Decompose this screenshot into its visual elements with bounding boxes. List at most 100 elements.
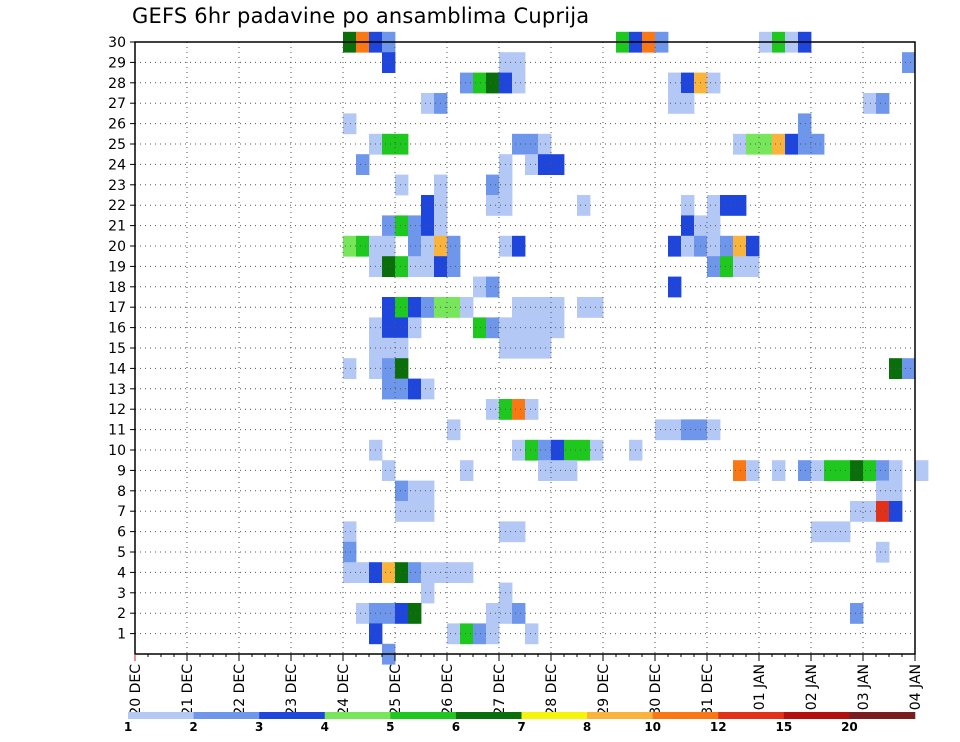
y-tick-label: 26	[108, 117, 126, 133]
heatmap-cell	[525, 154, 539, 175]
legend-swatch	[324, 712, 391, 719]
heatmap-cell	[512, 439, 526, 461]
heatmap-cell	[551, 154, 565, 175]
heatmap-cell	[460, 460, 474, 481]
heatmap-cell	[486, 317, 500, 339]
heatmap-cell	[421, 297, 435, 318]
y-tick-label: 25	[108, 137, 126, 153]
heatmap-cell	[733, 195, 747, 216]
heatmap-cell	[421, 235, 435, 257]
heatmap-cell	[746, 256, 760, 277]
legend-label: 4	[321, 720, 329, 734]
heatmap-cell	[772, 133, 786, 155]
heatmap-cell	[746, 460, 760, 481]
legend-label: 12	[710, 720, 727, 734]
y-tick-label: 4	[117, 565, 126, 581]
heatmap-cell	[408, 562, 422, 583]
heatmap-cell	[356, 235, 370, 257]
x-tick-label: 22 DEC	[232, 664, 248, 716]
heatmap-cell	[343, 358, 357, 379]
heatmap-cell	[447, 256, 461, 277]
heatmap-cell	[343, 562, 357, 583]
heatmap-cell	[707, 256, 721, 277]
heatmap-cell	[668, 93, 682, 114]
heatmap-cell	[382, 133, 396, 155]
heatmap-cell	[512, 297, 526, 318]
heatmap-cell	[486, 72, 500, 94]
heatmap-cell	[707, 72, 721, 94]
heatmap-cell	[408, 317, 422, 339]
heatmap-cell	[382, 52, 396, 73]
heatmap-cell	[421, 501, 435, 522]
y-tick-label: 30	[108, 35, 126, 51]
x-tick-label: 26 DEC	[440, 664, 456, 716]
x-tick-label: 24 DEC	[336, 664, 352, 716]
heatmap-cell	[798, 113, 812, 135]
y-tick-label: 8	[117, 484, 126, 500]
y-tick-label: 1	[117, 627, 126, 643]
heatmap-cell	[863, 93, 877, 114]
legend-label: 7	[517, 720, 525, 734]
heatmap-cell	[785, 133, 799, 155]
heatmap-cell	[421, 195, 435, 216]
heatmap-cell	[343, 521, 357, 543]
y-tick-label: 20	[108, 239, 126, 255]
heatmap-cell	[551, 317, 565, 339]
heatmap-cell	[512, 317, 526, 339]
heatmap-cell	[395, 358, 409, 379]
heatmap-cell	[681, 72, 695, 94]
y-tick-label: 16	[108, 321, 126, 337]
heatmap-cell	[720, 256, 734, 277]
heatmap-cell	[512, 521, 526, 543]
heatmap-cell	[525, 623, 539, 645]
heatmap-cell	[850, 460, 864, 481]
heatmap-cell	[681, 215, 695, 237]
heatmap-cell	[525, 133, 539, 155]
y-tick-label: 9	[117, 463, 126, 479]
legend-swatch	[390, 712, 457, 719]
heatmap-cell	[395, 562, 409, 583]
heatmap-cell	[343, 541, 357, 563]
heatmap-cell	[382, 378, 396, 400]
heatmap-cell	[421, 562, 435, 583]
heatmap-cell	[538, 337, 552, 359]
y-tick-label: 7	[117, 504, 126, 520]
heatmap-cell	[577, 439, 591, 461]
legend-swatch	[652, 712, 719, 719]
heatmap-cell	[382, 256, 396, 277]
heatmap-cell	[525, 439, 539, 461]
heatmap-cell	[473, 623, 487, 645]
heatmap-cell	[408, 603, 422, 624]
y-tick-label: 3	[117, 586, 126, 602]
heatmap-cell	[525, 399, 539, 420]
y-tick-label: 10	[108, 443, 126, 459]
heatmap-cell	[811, 133, 825, 155]
y-tick-label: 18	[108, 280, 126, 296]
heatmap-cell	[486, 399, 500, 420]
heatmap-cell	[798, 460, 812, 481]
y-tick-label: 23	[108, 178, 126, 194]
heatmap-cell	[525, 317, 539, 339]
heatmap-cell	[811, 460, 825, 481]
heatmap-cell	[382, 358, 396, 379]
heatmap-cell	[746, 133, 760, 155]
legend-swatch	[783, 712, 850, 719]
y-tick-label: 5	[117, 545, 126, 561]
y-tick-label: 12	[108, 402, 126, 418]
heatmap-cell	[356, 603, 370, 624]
heatmap-cell	[590, 439, 604, 461]
heatmap-cell	[382, 603, 396, 624]
heatmap-cell	[681, 195, 695, 216]
heatmap-cell	[447, 562, 461, 583]
y-tick-label: 21	[108, 219, 126, 235]
heatmap-cell	[837, 460, 851, 481]
legend-label: 6	[452, 720, 460, 734]
x-tick-label: 30 DEC	[648, 664, 664, 716]
heatmap-cell	[356, 154, 370, 175]
heatmap-cell	[447, 297, 461, 318]
heatmap-cell	[733, 133, 747, 155]
heatmap-cell	[473, 317, 487, 339]
heatmap-cell	[720, 235, 734, 257]
heatmap-cell	[538, 133, 552, 155]
